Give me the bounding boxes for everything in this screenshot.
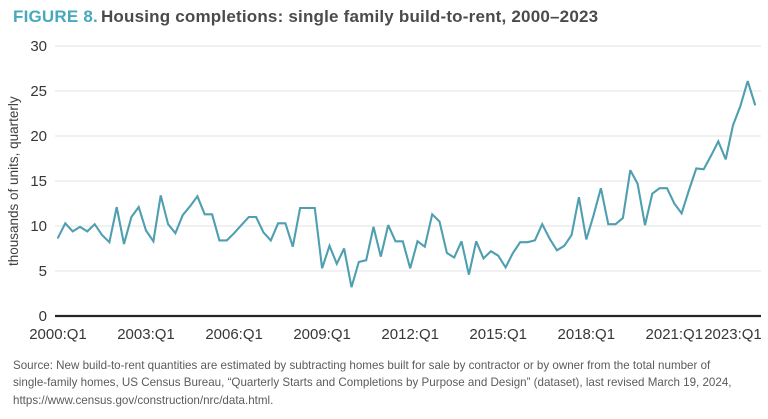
y-tick-label: 30 xyxy=(30,38,47,55)
y-tick-label: 10 xyxy=(30,218,47,235)
source-line-3: https://www.census.gov/construction/nrc/… xyxy=(13,393,274,407)
x-tick-label: 2018:Q1 xyxy=(558,326,616,343)
x-tick-label: 2003:Q1 xyxy=(117,326,175,343)
y-tick-label: 15 xyxy=(30,173,47,190)
line-chart: 0 5 10 15 20 25 30 2000:Q1 2003:Q1 2006:Q1 2009:Q1… xyxy=(29,38,762,343)
data-series-line xyxy=(56,80,757,288)
x-tick-label: 2015:Q1 xyxy=(469,326,527,343)
y-tick-label: 0 xyxy=(39,308,47,325)
source-line-2: single-family homes, US Census Bureau, “… xyxy=(13,376,732,390)
source-line-1: Source: New build-to-rent quantities are… xyxy=(13,359,711,372)
x-tick-label: 2006:Q1 xyxy=(205,326,263,343)
y-tick-label: 25 xyxy=(30,83,47,100)
x-tick-label: 2000:Q1 xyxy=(29,326,87,343)
figure-title: FIGURE 8. Housing completions: single fam… xyxy=(13,7,598,27)
x-tick-label: 2021:Q1 xyxy=(646,326,704,343)
y-tick-label: 5 xyxy=(39,263,47,280)
x-tick-label: 2009:Q1 xyxy=(293,326,351,343)
x-tick-label: 2012:Q1 xyxy=(381,326,439,343)
figure-number-label: FIGURE 8. xyxy=(13,7,98,26)
source-note: Source: New build-to-rent quantities are… xyxy=(13,357,763,409)
figure-title-text: Housing completions: single family build… xyxy=(100,7,599,26)
y-tick-label: 20 xyxy=(30,128,47,145)
x-tick-label: 2023:Q1 xyxy=(704,326,762,343)
